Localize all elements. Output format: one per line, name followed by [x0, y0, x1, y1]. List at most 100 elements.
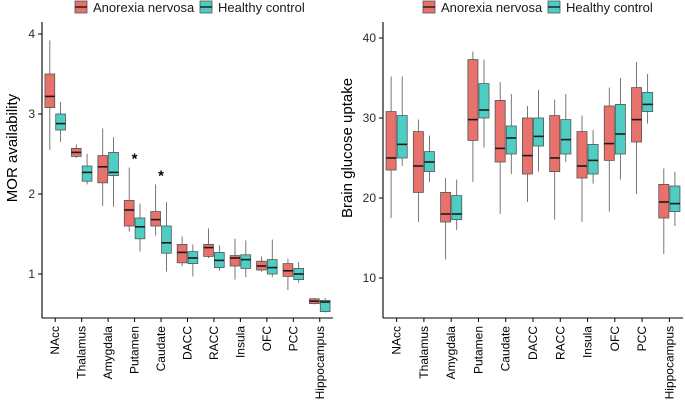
box-body	[123, 199, 135, 227]
box-healthy-insula	[240, 240, 252, 278]
box-healthy-caudate	[505, 94, 517, 174]
x-tick-labels: NAcc Thalamus Amygdala Putamen Caudate DACC RA…	[48, 318, 327, 399]
legend-label-healthy: Healthy control	[566, 0, 653, 15]
x-tick-label: NAcc	[390, 326, 404, 355]
box-body	[549, 115, 561, 172]
significance-marker: *	[132, 151, 138, 168]
x-tick-label: Amygdala	[444, 326, 458, 380]
box-body	[176, 243, 188, 264]
x-tick-label: PCC	[286, 326, 300, 352]
box-anorexia-dacc	[522, 106, 533, 202]
box-body	[55, 113, 66, 131]
box-body	[203, 243, 214, 257]
legend: Anorexia nervosa Healthy control	[74, 0, 305, 15]
box-body	[266, 259, 278, 275]
x-tick-label: DACC	[526, 326, 540, 360]
box-body	[396, 115, 408, 159]
y-tick-label: 3	[28, 107, 35, 121]
box-anorexia-racc	[549, 99, 561, 220]
box-anorexia-pcc	[282, 258, 294, 290]
significance-marker: *	[158, 167, 164, 184]
box-anorexia-ofc	[603, 87, 615, 212]
glucose-uptake-chart: Anorexia nervosa Healthy control Brain g…	[339, 0, 683, 399]
box-body	[614, 104, 626, 155]
box-anorexia-amygdala	[97, 128, 109, 206]
box-healthy-ofc	[614, 78, 626, 180]
x-tick-label: Thalamus	[75, 326, 89, 379]
box-body	[587, 143, 599, 175]
y-axis-title: MOR availability	[4, 93, 21, 202]
box-anorexia-dacc	[176, 236, 188, 266]
box-body	[467, 59, 479, 141]
box-healthy-pcc	[642, 74, 654, 124]
box-anorexia-thalamus	[70, 144, 82, 158]
box-anorexia-hippocampus	[309, 298, 320, 305]
x-tick-label: OFC	[260, 326, 274, 352]
box-body	[319, 299, 331, 312]
box-body	[440, 191, 452, 223]
box-anorexia-caudate	[494, 82, 506, 214]
box-healthy-dacc	[533, 90, 544, 172]
box-anorexia-ofc	[256, 256, 267, 272]
box-body	[505, 125, 517, 155]
y-tick-label: 10	[363, 271, 377, 285]
box-body	[81, 165, 93, 182]
box-body	[161, 225, 172, 254]
x-tick-label: PCC	[635, 326, 649, 352]
box-anorexia-thalamus	[412, 119, 424, 222]
box-body	[451, 195, 463, 221]
box-healthy-hippocampus	[319, 298, 331, 313]
box-body	[631, 87, 642, 143]
x-tick-label: Caudate	[154, 326, 168, 372]
box-healthy-putamen	[478, 59, 490, 148]
box-body	[560, 119, 572, 155]
box-healthy-amygdala	[451, 179, 463, 230]
box-body	[385, 111, 397, 171]
y-tick-label: 20	[363, 191, 377, 205]
y-ticks: 1 2 3 4	[28, 27, 42, 281]
y-tick-label: 4	[28, 27, 35, 41]
x-tick-label: Putamen	[471, 326, 485, 374]
box-anorexia-hippocampus	[658, 168, 670, 254]
box-body	[533, 117, 544, 147]
box-healthy-caudate	[161, 202, 172, 272]
x-tick-label: Hippocampus	[313, 326, 327, 399]
box-anorexia-pcc	[631, 62, 642, 194]
x-tick-label: NAcc	[48, 326, 62, 355]
legend: Anorexia nervosa Healthy control	[422, 0, 653, 15]
x-tick-labels: NAcc Thalamus Amygdala Putamen Caudate DACC RA…	[390, 318, 676, 399]
legend-label-anorexia: Anorexia nervosa	[441, 0, 543, 15]
box-plots: **	[44, 40, 331, 313]
box-body	[522, 117, 533, 175]
box-healthy-pcc	[293, 262, 305, 283]
box-healthy-nacc	[55, 102, 66, 142]
y-axis-title: Brain glucose uptake	[339, 78, 356, 218]
box-anorexia-insula	[576, 115, 588, 222]
x-tick-label: Hippocampus	[662, 326, 676, 399]
x-tick-label: Thalamus	[417, 326, 431, 379]
box-healthy-thalamus	[424, 135, 435, 182]
box-anorexia-caudate	[150, 184, 161, 236]
box-healthy-ofc	[266, 239, 278, 278]
x-tick-label: Amygdala	[101, 326, 115, 380]
box-healthy-thalamus	[81, 154, 93, 185]
box-body	[642, 92, 654, 113]
box-healthy-racc	[214, 245, 225, 271]
x-tick-label: OFC	[608, 326, 622, 352]
box-healthy-nacc	[396, 76, 408, 166]
box-body	[603, 105, 615, 161]
y-tick-label: 1	[28, 267, 35, 281]
box-anorexia-nacc	[385, 76, 397, 218]
box-body	[229, 255, 241, 267]
y-tick-label: 30	[363, 111, 377, 125]
box-body	[576, 131, 588, 179]
x-tick-label: RACC	[207, 326, 221, 360]
box-body	[669, 185, 681, 213]
box-body	[44, 73, 56, 108]
box-plots	[385, 51, 681, 260]
box-body	[108, 151, 119, 176]
legend-label-anorexia: Anorexia nervosa	[93, 0, 195, 15]
box-anorexia-amygdala	[440, 178, 452, 260]
x-tick-label: RACC	[553, 326, 567, 360]
